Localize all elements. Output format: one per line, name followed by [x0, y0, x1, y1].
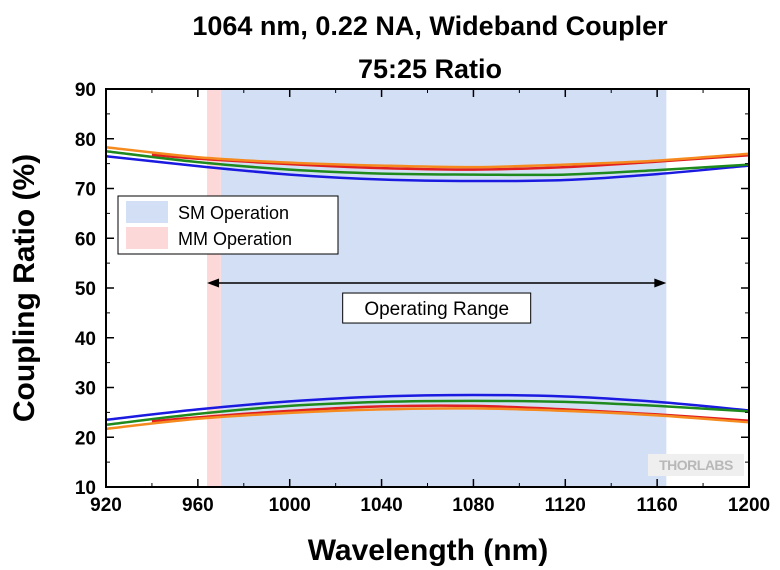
- y-tick-label-70: 70: [75, 180, 96, 201]
- y-tick-label-90: 90: [75, 80, 96, 101]
- legend: SM Operation MM Operation: [117, 195, 339, 255]
- chart-title-line-1: 1064 nm, 0.22 NA, Wideband Coupler: [192, 11, 668, 41]
- series-line-4: [105, 393, 750, 422]
- legend-swatch-sm: [126, 201, 168, 223]
- range-label: Operating Range: [364, 299, 509, 320]
- series-line-1: [105, 149, 750, 177]
- operation-bands: [207, 89, 667, 487]
- y-tick-label-10: 10: [75, 478, 96, 499]
- axis-ticks: 920 960 1000 1040 1080 1120 1160 1200 10 20 30 40 50…: [75, 80, 770, 516]
- thorlabs-logo: THORLABS: [648, 454, 744, 476]
- series-line-3: [105, 145, 750, 169]
- series-line-7: [105, 407, 750, 431]
- band-0: [220, 89, 667, 487]
- x-tick-label-1120: 1120: [545, 495, 586, 516]
- y-tick-label-20: 20: [75, 428, 96, 449]
- x-tick-label-1080: 1080: [452, 495, 494, 516]
- y-tick-label-30: 30: [75, 379, 96, 400]
- y-tick-label-60: 60: [75, 229, 96, 250]
- range-arrow-head-right: [654, 278, 667, 288]
- y-tick-label-80: 80: [75, 130, 96, 151]
- x-tick-label-1200: 1200: [728, 495, 770, 516]
- series-line-5: [105, 399, 750, 427]
- x-tick-label-960: 960: [182, 495, 214, 516]
- series-line-0: [105, 154, 750, 183]
- range-arrow-head-left: [207, 278, 220, 288]
- x-tick-label-1000: 1000: [269, 495, 311, 516]
- logo-background: [648, 454, 744, 476]
- chart-title-line-2: 75:25 Ratio: [358, 54, 502, 84]
- y-tick-label-40: 40: [75, 329, 96, 350]
- operating-range-annotation: Operating Range: [207, 278, 667, 324]
- y-axis-title: Coupling Ratio (%): [8, 154, 41, 422]
- x-tick-label-1040: 1040: [360, 495, 402, 516]
- legend-label-sm: SM Operation: [178, 203, 289, 223]
- y-tick-label-50: 50: [75, 279, 96, 300]
- range-label-box: [342, 292, 532, 324]
- x-axis-title: Wavelength (nm): [308, 534, 549, 567]
- x-tick-label-1160: 1160: [637, 495, 678, 516]
- series-layer: [105, 145, 750, 431]
- legend-swatch-mm: [126, 227, 168, 249]
- legend-label-mm: MM Operation: [178, 229, 292, 249]
- band-1: [207, 89, 221, 487]
- x-tick-label-920: 920: [90, 495, 122, 516]
- logo-text: THORLABS: [659, 457, 733, 473]
